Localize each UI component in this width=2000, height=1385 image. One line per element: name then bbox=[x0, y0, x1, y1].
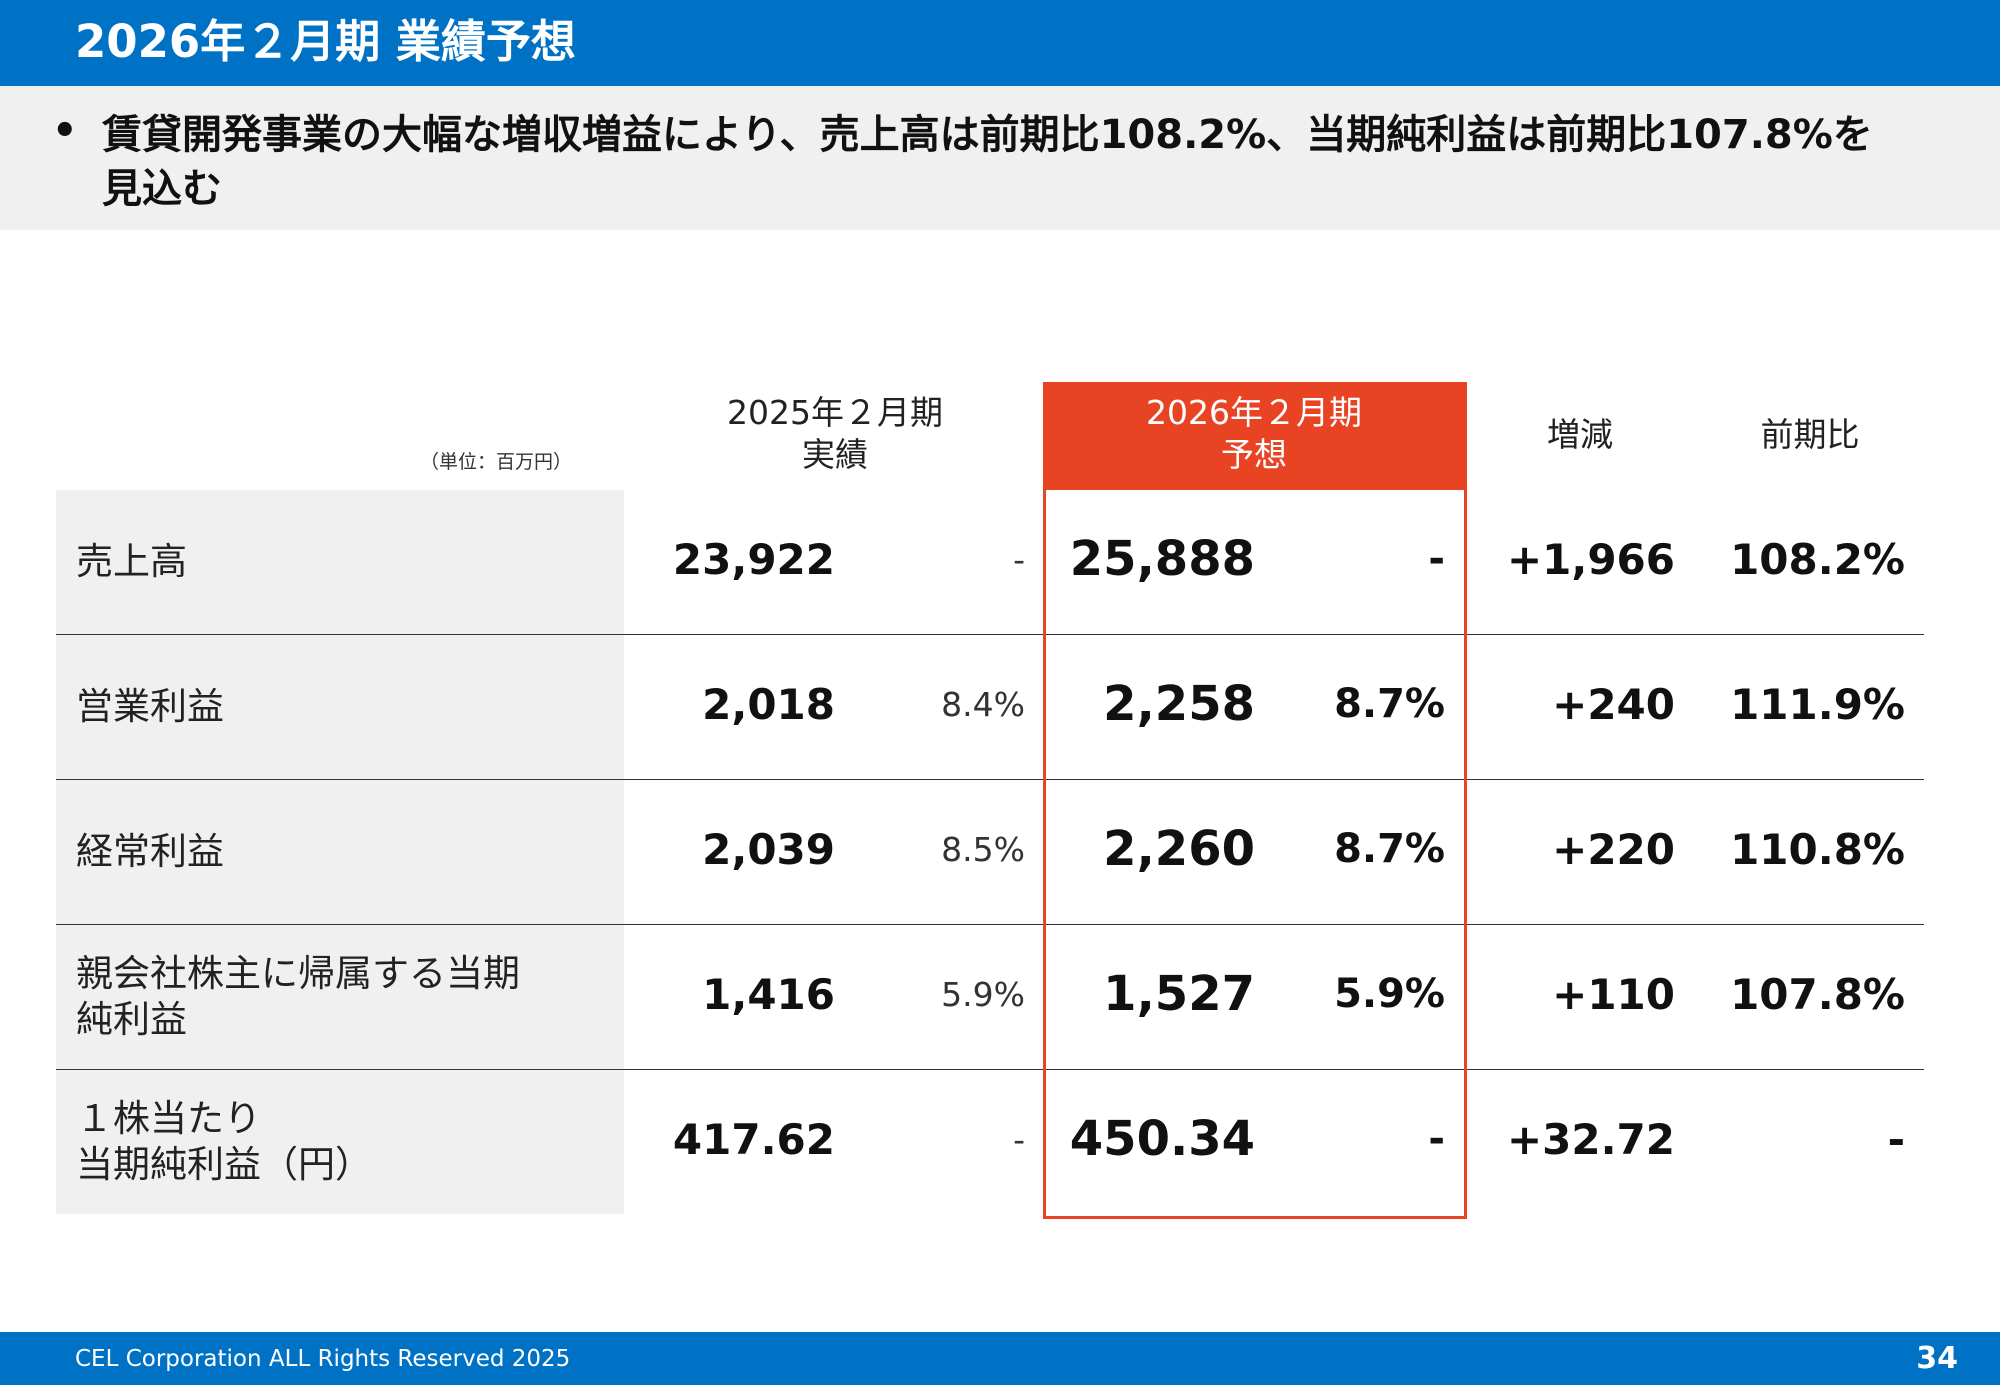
unit-note: （単位：百万円） bbox=[420, 451, 573, 473]
footer-bar: CEL Corporation ALL Rights Reserved 2025… bbox=[0, 1332, 2000, 1385]
summary-text: 賃貸開発事業の大幅な増収増益により、売上高は前期比108.2%、当期純利益は前期… bbox=[102, 112, 1873, 212]
row-label: 親会社株主に帰属する当期 純利益 bbox=[76, 952, 520, 1041]
row-label-background bbox=[56, 1070, 624, 1214]
row-divider bbox=[56, 1069, 1924, 1070]
forecast-value: 2,258 bbox=[1103, 676, 1255, 732]
row-divider bbox=[56, 634, 1924, 635]
actual-margin: - bbox=[1013, 540, 1025, 579]
yoy-ratio: 107.8% bbox=[1730, 970, 1905, 1019]
actual-value: 23,922 bbox=[672, 535, 835, 584]
title-bar: 2026年２月期 業績予想 bbox=[0, 0, 2000, 86]
bullet-icon: • bbox=[52, 108, 78, 154]
actual-value: 2,018 bbox=[702, 680, 835, 729]
forecast-margin: - bbox=[1428, 1116, 1445, 1162]
page-title: 2026年２月期 業績予想 bbox=[75, 15, 576, 68]
yoy-ratio: 108.2% bbox=[1730, 535, 1905, 584]
actual-margin: - bbox=[1013, 1120, 1025, 1159]
forecast-value: 450.34 bbox=[1069, 1111, 1255, 1167]
forecast-value: 25,888 bbox=[1069, 531, 1255, 587]
actual-value: 417.62 bbox=[672, 1115, 835, 1164]
yoy-change: +220 bbox=[1552, 825, 1675, 874]
forecast-column-frame bbox=[1043, 382, 1467, 1219]
row-label: 営業利益 bbox=[76, 685, 224, 728]
row-label-background bbox=[56, 490, 624, 634]
forecast-margin: 8.7% bbox=[1334, 826, 1445, 872]
yoy-ratio: - bbox=[1887, 1115, 1905, 1164]
forecast-margin: - bbox=[1428, 536, 1445, 582]
page-number: 34 bbox=[1916, 1341, 1958, 1376]
actual-margin: 8.5% bbox=[941, 830, 1025, 869]
yoy-change: +110 bbox=[1552, 970, 1675, 1019]
header-ratio: 前期比 bbox=[1760, 415, 1860, 454]
row-label-background bbox=[56, 635, 624, 779]
row-label: 経常利益 bbox=[76, 830, 224, 873]
row-label: 売上高 bbox=[76, 540, 187, 583]
copyright-text: CEL Corporation ALL Rights Reserved 2025 bbox=[75, 1346, 571, 1372]
forecast-margin: 8.7% bbox=[1334, 681, 1445, 727]
yoy-ratio: 111.9% bbox=[1730, 680, 1905, 729]
yoy-change: +240 bbox=[1552, 680, 1675, 729]
actual-value: 1,416 bbox=[702, 970, 835, 1019]
header-forecast: 2026年２月期 予想 bbox=[1146, 393, 1362, 474]
yoy-ratio: 110.8% bbox=[1730, 825, 1905, 874]
row-divider bbox=[56, 924, 1924, 925]
yoy-change: +1,966 bbox=[1506, 535, 1675, 584]
summary-box: • 賃貸開発事業の大幅な増収増益により、売上高は前期比108.2%、当期純利益は… bbox=[0, 86, 2000, 230]
actual-margin: 8.4% bbox=[941, 685, 1025, 724]
header-actual: 2025年２月期 実績 bbox=[727, 393, 943, 474]
forecast-value: 2,260 bbox=[1103, 821, 1255, 877]
actual-margin: 5.9% bbox=[941, 975, 1025, 1014]
forecast-value: 1,527 bbox=[1103, 966, 1255, 1022]
header-diff: 増減 bbox=[1547, 415, 1613, 454]
row-label-background bbox=[56, 925, 624, 1069]
yoy-change: +32.72 bbox=[1506, 1115, 1675, 1164]
row-divider bbox=[56, 779, 1924, 780]
row-label-background bbox=[56, 780, 624, 924]
actual-value: 2,039 bbox=[702, 825, 835, 874]
row-label: １株当たり 当期純利益（円） bbox=[76, 1097, 372, 1186]
header-forecast-bg bbox=[1043, 382, 1465, 490]
forecast-margin: 5.9% bbox=[1334, 971, 1445, 1017]
